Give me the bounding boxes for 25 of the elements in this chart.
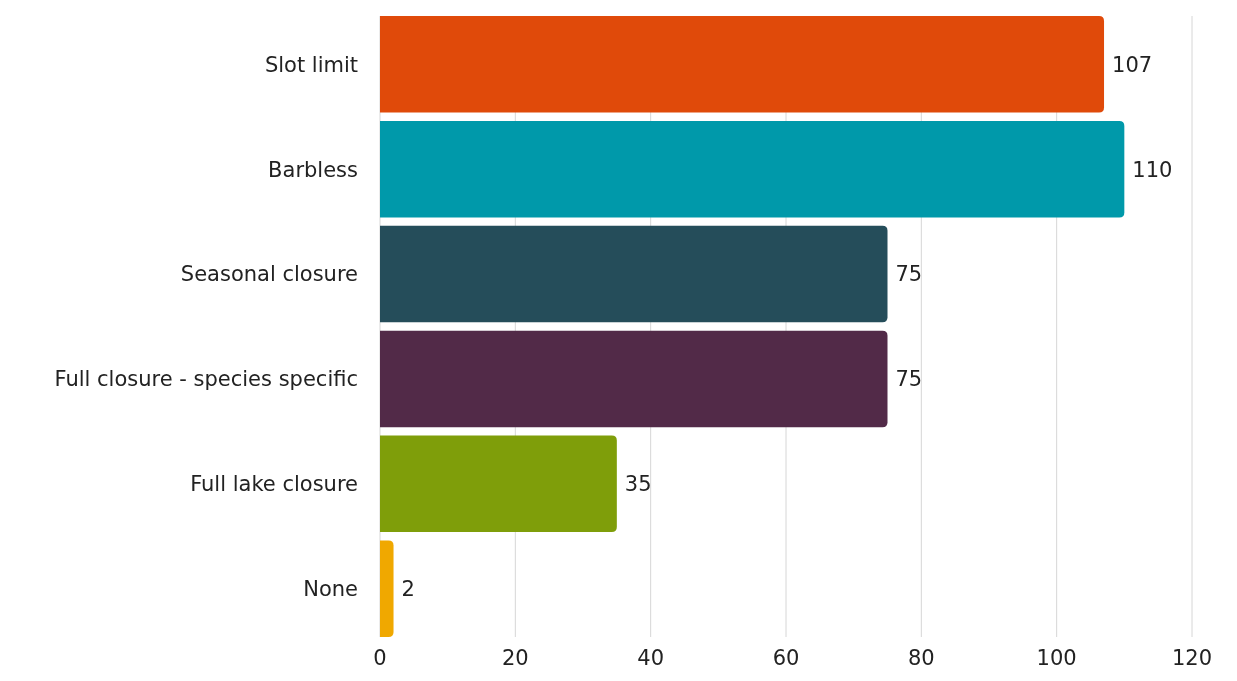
x-tick-label: 120 xyxy=(1171,646,1213,670)
data-label: 110 xyxy=(1132,157,1173,182)
data-label: 35 xyxy=(624,472,652,497)
x-tick-label: 40 xyxy=(637,646,665,670)
bar xyxy=(380,330,888,428)
x-tick-label: 80 xyxy=(907,646,935,670)
y-tick-label: Full closure - species specific xyxy=(54,367,358,392)
data-label: 107 xyxy=(1112,52,1153,77)
bar xyxy=(380,16,1105,113)
data-label: 2 xyxy=(401,577,415,602)
bar xyxy=(380,120,1125,218)
x-tick-label: 0 xyxy=(373,646,387,670)
y-tick-label: Slot limit xyxy=(264,52,358,77)
x-tick-label: 100 xyxy=(1036,646,1077,670)
y-tick-label: Barbless xyxy=(268,157,358,182)
x-tick-label: 20 xyxy=(501,646,529,670)
bar xyxy=(380,540,394,637)
data-label: 75 xyxy=(895,367,923,392)
y-tick-label: None xyxy=(303,577,358,602)
y-tick-label: Seasonal closure xyxy=(180,262,358,287)
data-label: 75 xyxy=(895,262,923,287)
y-tick-label: Full lake closure xyxy=(190,472,358,497)
bar xyxy=(380,435,617,533)
x-tick-label: 60 xyxy=(772,646,800,670)
bar xyxy=(380,225,888,323)
